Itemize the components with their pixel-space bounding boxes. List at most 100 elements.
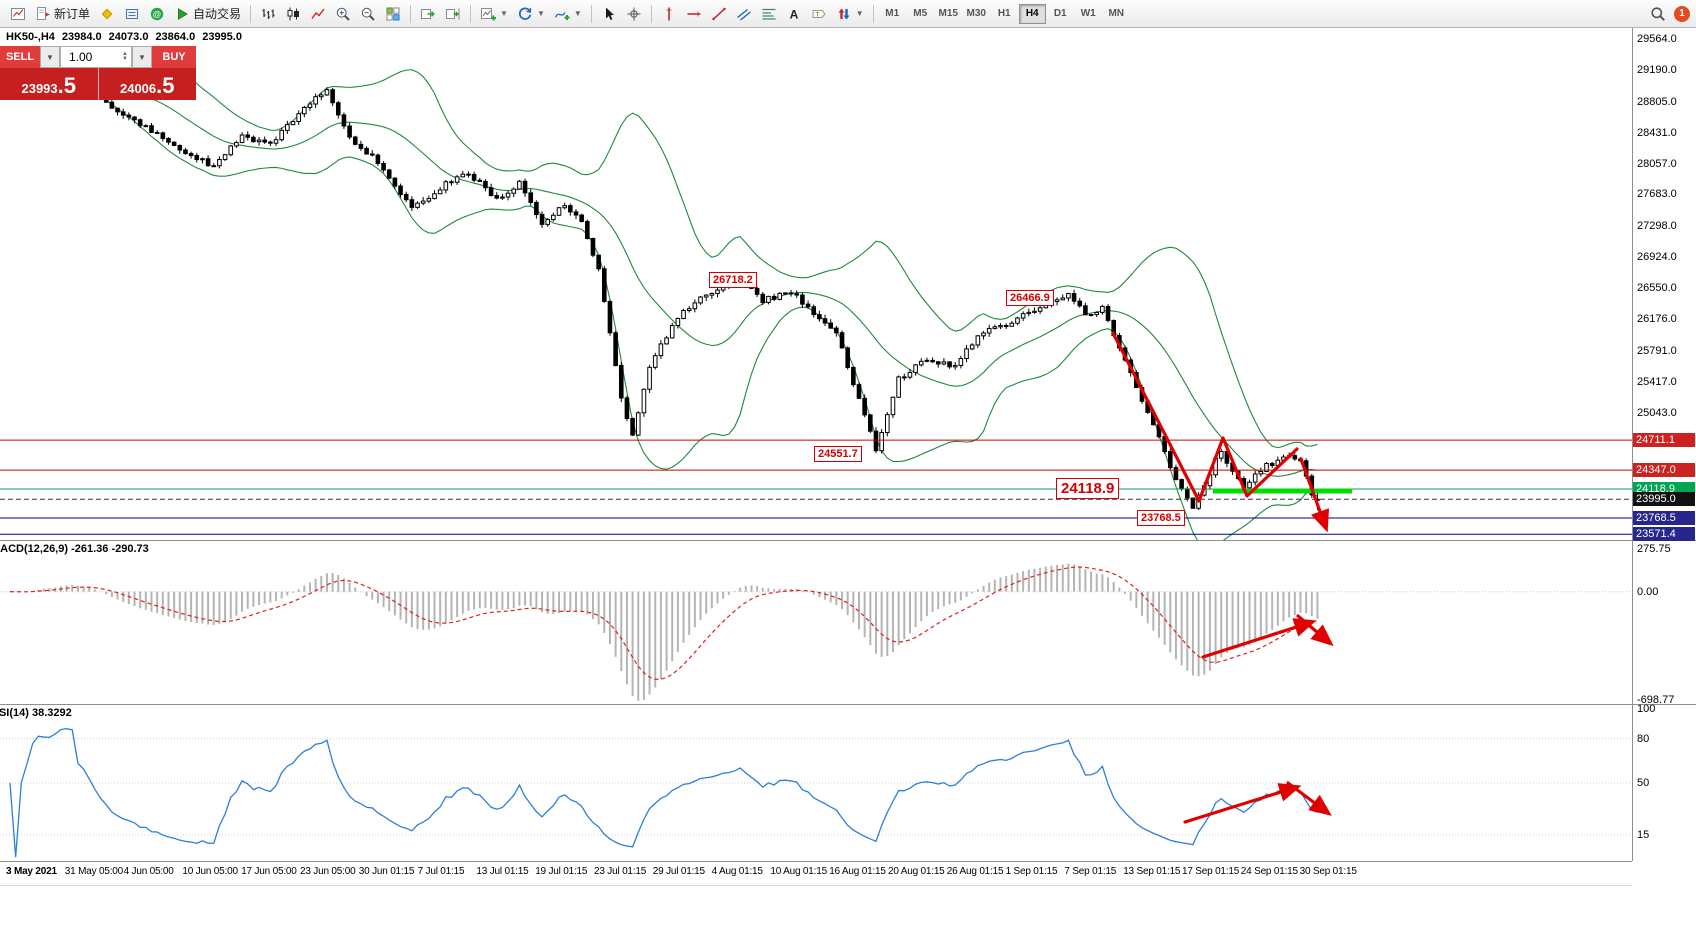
time-axis-label: 16 Aug 01:15 [829,866,886,877]
time-axis[interactable]: 3 May 2021 31 May 05:00 4 Jun 05:00 10 Jun … [0,861,1632,886]
sell-dropdown[interactable]: ▼ [40,46,60,68]
chevron-down-icon: ▼ [573,9,582,18]
search-icon [1650,6,1666,22]
autotrade-button[interactable]: 自动交易 [170,3,245,25]
refresh-icon [517,6,533,22]
zoom-in-button[interactable] [331,3,355,25]
label-button[interactable]: T [807,3,831,25]
search-button[interactable] [1646,3,1670,25]
timeframe-d1[interactable]: D1 [1047,4,1074,24]
notification-badge[interactable]: 1 [1674,5,1690,22]
timeframe-m1[interactable]: M1 [879,4,906,24]
chart-window-icon [10,6,26,22]
label-icon: T [811,6,827,22]
spinner-down-icon[interactable]: ▼ [122,56,128,62]
timeframe-mn[interactable]: MN [1103,4,1130,24]
vertical-line-button[interactable] [657,3,681,25]
macd-panel-separator[interactable] [0,540,1696,541]
timeframe-m30[interactable]: M30 [963,4,990,24]
toolbar-right: 1 [1646,3,1690,25]
new-order-button[interactable]: 新订单 [31,3,94,25]
text-button[interactable]: A [782,3,806,25]
buy-button[interactable]: BUY [152,46,196,68]
ohlc-close: 23995.0 [202,31,242,43]
fibonacci-button[interactable] [757,3,781,25]
volume-spinner[interactable]: ▲ ▼ [122,51,128,62]
ohlc-low: 23864.0 [155,31,196,43]
sell-price-pips: .5 [57,73,76,98]
volume-input[interactable]: 1.00 ▲ ▼ [60,46,132,68]
rsi-indicator-label: RSI(14) 38.3292 [0,707,72,719]
rsi-panel-separator[interactable] [0,704,1696,705]
chart-shift-button[interactable] [441,3,465,25]
buy-dropdown[interactable]: ▼ [132,46,152,68]
time-axis-label: 4 Jun 05:00 [123,866,174,877]
indicators-button[interactable]: ▼ [550,3,586,25]
chevron-down-icon: ▼ [855,9,864,18]
chevron-down-icon: ▼ [500,9,508,18]
time-axis-label: 30 Jun 01:15 [358,866,415,877]
time-axis-label: 23 Jul 01:15 [594,866,647,877]
text-icon: A [786,6,802,22]
time-axis-label: 10 Jun 05:00 [182,866,238,877]
main-toolbar: 新订单 @ 自动交易 ▼ ▼ ▼ A T ▼ M1 M5 M15 M30 H1 H4 D1 W1 MN 1 [0,0,1696,28]
chevron-down-icon: ▼ [138,52,146,62]
svg-text:T: T [815,11,819,18]
vertical-line-icon [661,6,677,22]
sell-button[interactable]: SELL [0,46,40,68]
toolbar-button-label: 自动交易 [193,7,242,21]
auto-scroll-button[interactable] [416,3,440,25]
timeframe-h4[interactable]: H4 [1018,3,1046,24]
chart-window-button[interactable] [6,3,30,25]
horizontal-line-button[interactable] [682,3,706,25]
time-axis-label: 13 Sep 01:15 [1123,866,1181,877]
arrows-tool-button[interactable]: ▼ [832,3,868,25]
price-axis-border [1632,28,1633,861]
market-watch-button[interactable] [95,3,119,25]
bar-chart-icon [260,6,276,22]
crosshair-icon [626,6,642,22]
trendline-button[interactable] [707,3,731,25]
time-axis-label: 17 Jun 05:00 [241,866,297,877]
time-axis-label: 3 May 2021 [6,866,57,877]
community-icon: @ [149,6,165,22]
timeframe-h1[interactable]: H1 [991,4,1018,24]
cursor-button[interactable] [597,3,621,25]
toolbar-separator [410,4,412,23]
cursor-icon [601,6,617,22]
channel-button[interactable] [732,3,756,25]
time-axis-label: 20 Aug 01:15 [888,866,945,877]
zoom-out-button[interactable] [356,3,380,25]
time-axis-label: 7 Sep 01:15 [1064,866,1117,877]
new-chart-button[interactable]: ▼ [476,3,512,25]
tile-windows-button[interactable] [381,3,405,25]
timeframe-m15[interactable]: M15 [935,4,962,24]
time-axis-label: 23 Jun 05:00 [300,866,356,877]
toolbar-separator [590,4,592,23]
timeframe-w1[interactable]: W1 [1075,4,1102,24]
autotrade-play-icon [174,6,190,22]
profiles-button[interactable]: ▼ [513,3,549,25]
new-chart-icon [480,6,497,22]
chevron-down-icon: ▼ [536,9,545,18]
price-axis[interactable] [1633,28,1696,861]
timeframe-m5[interactable]: M5 [907,4,934,24]
sell-price-box[interactable]: 23993 .5 [0,68,98,100]
toolbar-separator [872,4,874,23]
channel-icon [736,6,752,22]
new-order-icon [35,6,51,22]
time-axis-label: 7 Jul 01:15 [417,866,465,877]
line-chart-button[interactable] [306,3,330,25]
data-window-button[interactable] [120,3,144,25]
crosshair-button[interactable] [622,3,646,25]
bar-chart-button[interactable] [256,3,280,25]
candlestick-chart-button[interactable] [281,3,305,25]
buy-price-box[interactable]: 24006 .5 [97,68,196,100]
indicators-icon [554,6,570,22]
community-button[interactable]: @ [145,3,169,25]
time-axis-label: 29 Jul 01:15 [652,866,705,877]
zoom-in-icon [335,6,351,22]
trendline-icon [711,6,727,22]
spinner-up-icon[interactable]: ▲ [122,51,128,57]
